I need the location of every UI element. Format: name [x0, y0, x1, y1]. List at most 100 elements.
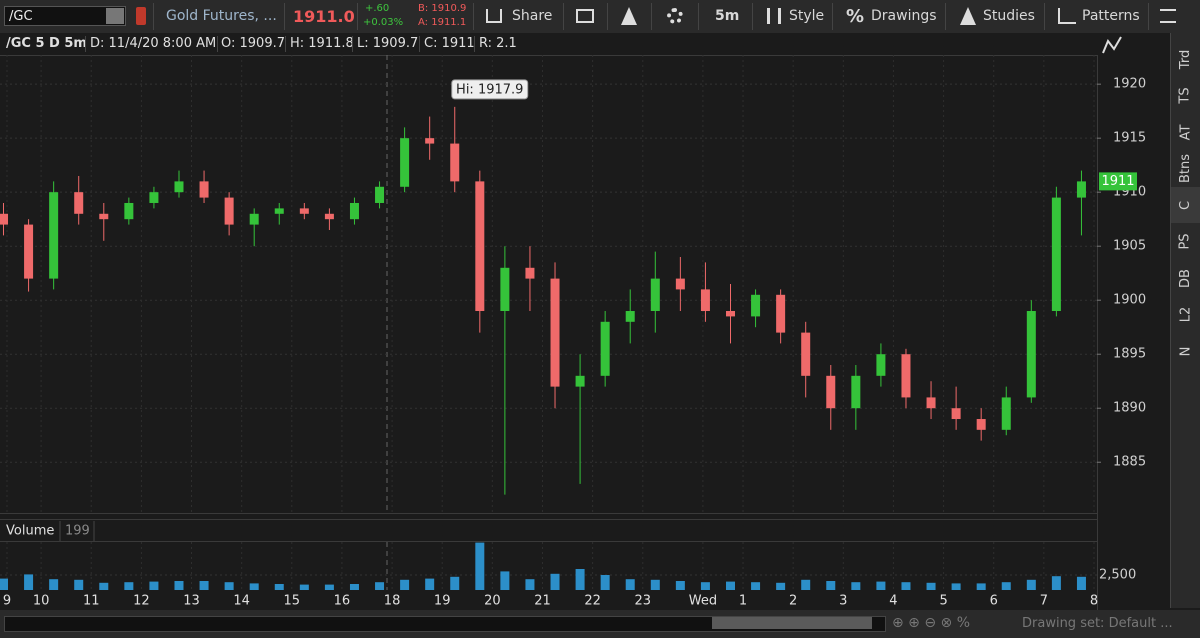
side-tab[interactable]: Trd: [1171, 41, 1200, 77]
volume-bar: [375, 582, 385, 590]
compare-icon[interactable]: [576, 9, 594, 23]
patterns-button[interactable]: Patterns: [1082, 8, 1140, 24]
volume-bar: [149, 581, 159, 590]
info-bar: /GC 5 D 5m D: 11/4/20 8:00 AM O: 1909.7 …: [0, 33, 1097, 56]
candle-body: [24, 224, 34, 279]
info-date: D: 11/4/20 8:00 AM: [90, 36, 217, 51]
settings-icon[interactable]: [667, 8, 683, 24]
x-tick-label: 11: [83, 594, 100, 609]
volume-bar: [575, 569, 585, 590]
candle-body: [249, 213, 259, 225]
volume-bar: [299, 584, 309, 590]
volume-bar: [324, 584, 334, 590]
flask-icon[interactable]: [621, 7, 637, 25]
candle-body: [149, 192, 159, 203]
drawing-set[interactable]: Drawing set: Default ...: [1022, 616, 1173, 631]
volume-bar: [74, 579, 84, 590]
toolbar: /GC Gold Futures, ... 1911.0 +.60 +0.03%…: [0, 0, 1200, 34]
volume-bar: [1076, 576, 1086, 590]
zoom-controls[interactable]: ⊕ ⊕ ⊖ ⊗ %: [892, 615, 971, 631]
candle-body: [400, 138, 410, 187]
studies-button[interactable]: Studies: [983, 8, 1035, 24]
patterns-icon: [1058, 8, 1076, 24]
ask: A: 1911.1: [418, 17, 467, 28]
candle-body: [1051, 197, 1061, 312]
volume-title: Volume: [6, 524, 54, 539]
volume-bar: [124, 582, 134, 590]
side-tab[interactable]: C: [1171, 187, 1200, 223]
candle-body: [600, 321, 610, 376]
y-tick-label: 1915: [1113, 131, 1146, 146]
menu-icon[interactable]: [1160, 9, 1176, 23]
candle-body: [0, 213, 9, 225]
info-range: R: 2.1: [479, 36, 517, 51]
candle-body: [124, 202, 134, 220]
candle-body: [274, 208, 284, 214]
x-tick-label: 13: [183, 594, 200, 609]
x-tick-label: 9: [3, 594, 11, 609]
info-open: O: 1909.7: [221, 36, 286, 51]
candle-body: [199, 181, 209, 198]
side-tab[interactable]: DB: [1171, 260, 1200, 296]
symbol-input[interactable]: /GC: [4, 6, 126, 26]
volume-bar: [851, 582, 861, 590]
candle-body: [349, 202, 359, 220]
candle-body: [375, 186, 385, 203]
candle-body: [425, 138, 435, 144]
candle-body: [550, 278, 560, 387]
volume-bar: [0, 578, 9, 590]
candle-body: [299, 208, 309, 214]
x-tick-label: 21: [534, 594, 551, 609]
x-tick-label: 12: [133, 594, 150, 609]
scale-icon[interactable]: [1102, 36, 1122, 54]
candle-body: [1001, 397, 1011, 430]
x-tick-label: 19: [434, 594, 451, 609]
style-button[interactable]: Style: [789, 8, 825, 24]
volume-bar: [600, 575, 610, 590]
side-tab[interactable]: N: [1171, 333, 1200, 369]
side-tab[interactable]: TS: [1171, 78, 1200, 114]
scrollbar-thumb[interactable]: [712, 617, 872, 629]
volume-bar: [550, 573, 560, 590]
symbol-dropdown[interactable]: [106, 8, 124, 24]
y-tick-label: 1895: [1113, 347, 1146, 362]
side-tab-label: Btns: [1178, 153, 1193, 184]
share-button[interactable]: Share: [512, 8, 553, 24]
side-tab-label: PS: [1178, 233, 1193, 250]
scrollbar-track[interactable]: [4, 616, 886, 632]
candle-body: [826, 375, 836, 409]
volume-bar: [675, 581, 685, 590]
volume-bar: [1001, 582, 1011, 590]
volume-bar: [49, 579, 59, 590]
candle-body: [625, 311, 635, 322]
timeframe-button[interactable]: 5m: [715, 8, 740, 24]
volume-bar: [199, 581, 209, 590]
bid: B: 1910.9: [418, 3, 467, 14]
studies-icon: [960, 7, 976, 25]
volume-bar: [349, 584, 359, 590]
candle-body: [500, 267, 510, 312]
volume-bar: [249, 583, 259, 590]
side-tab-label: AT: [1177, 124, 1193, 140]
candle-body: [851, 375, 861, 409]
volume-bar: [926, 582, 936, 590]
y-tick-label: 1890: [1113, 401, 1146, 416]
x-tick-label: 16: [334, 594, 351, 609]
side-tab[interactable]: PS: [1171, 224, 1200, 260]
info-high: H: 1911.8: [290, 36, 354, 51]
side-tab[interactable]: Btns: [1171, 151, 1200, 187]
chart: Volume 199 18851890189519001905191019151…: [0, 33, 1170, 610]
y-tick-label: 1900: [1113, 293, 1146, 308]
x-tick-label: 20: [484, 594, 501, 609]
alert-icon[interactable]: [136, 7, 146, 25]
last-price-tag: [1099, 172, 1137, 191]
side-tab[interactable]: AT: [1171, 114, 1200, 150]
side-tab[interactable]: L2: [1171, 297, 1200, 333]
net-change: +.60: [365, 3, 390, 14]
drawings-button[interactable]: Drawings: [871, 8, 937, 24]
volume-bar: [801, 579, 811, 590]
x-tick-label: 23: [634, 594, 651, 609]
candle-body: [776, 294, 786, 333]
candle-body: [725, 311, 735, 317]
